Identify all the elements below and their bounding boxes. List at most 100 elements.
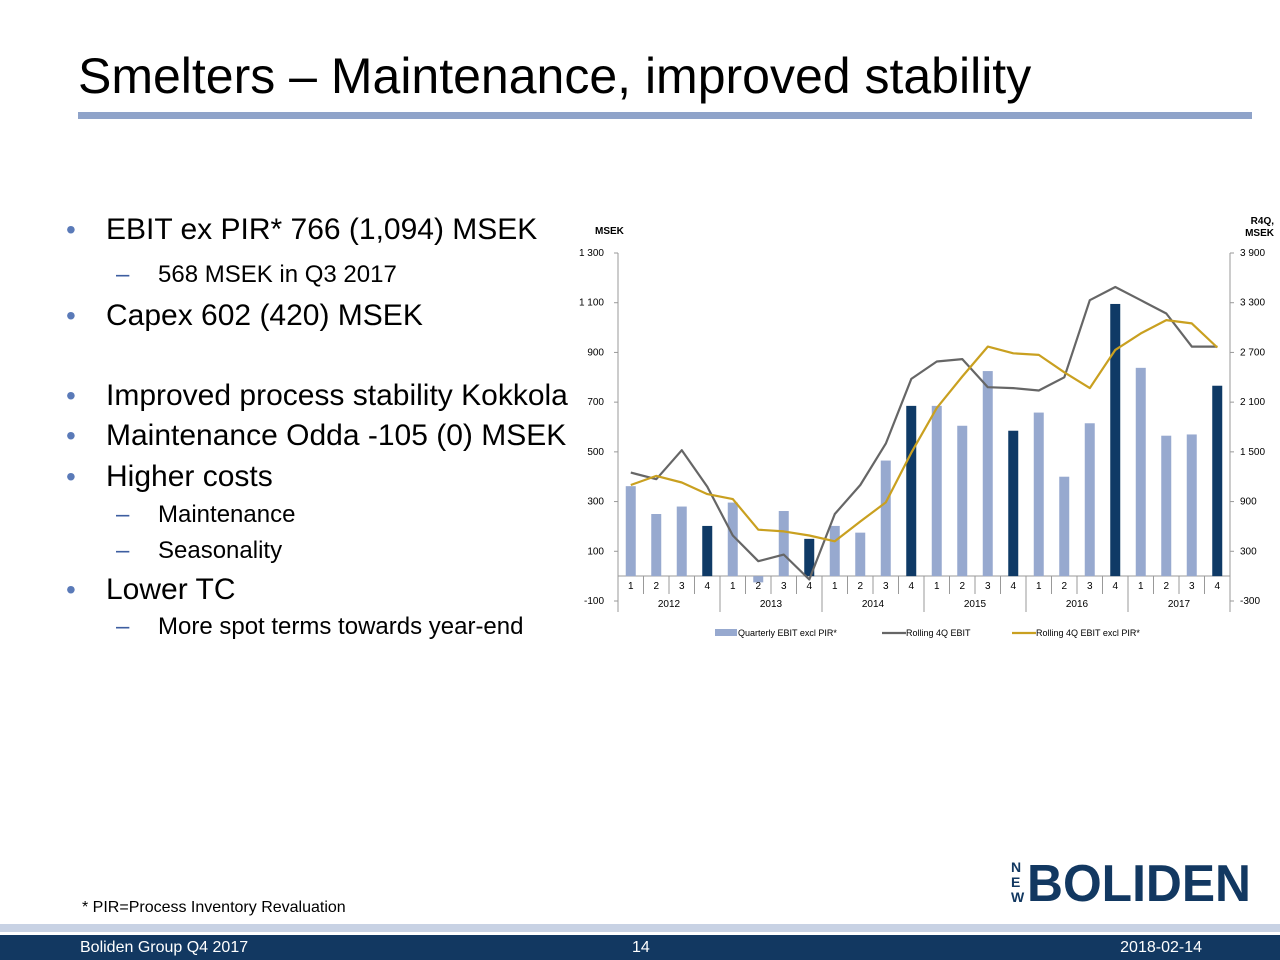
legend-label: Quarterly EBIT excl PIR* bbox=[738, 628, 837, 638]
bullet-icon: • bbox=[66, 420, 76, 451]
right-tick-label: -300 bbox=[1240, 596, 1260, 607]
ebit-bar bbox=[880, 460, 891, 577]
ebit-bar bbox=[651, 514, 662, 577]
left-tick-label: 1 100 bbox=[579, 298, 604, 309]
legend-label: Rolling 4Q EBIT bbox=[906, 628, 971, 638]
ebit-bar bbox=[957, 425, 968, 577]
logo-letter: E bbox=[1011, 874, 1020, 890]
quarter-label: 4 bbox=[1010, 581, 1016, 592]
quarter-label: 2 bbox=[1163, 581, 1169, 592]
quarter-label: 4 bbox=[1112, 581, 1118, 592]
left-tick-label: -100 bbox=[584, 596, 604, 607]
footer-company: Boliden Group Q4 2017 bbox=[80, 939, 249, 956]
ebit-bar bbox=[702, 525, 713, 577]
quarter-label: 1 bbox=[934, 581, 940, 592]
footer-date: 2018-02-14 bbox=[1120, 939, 1202, 956]
logo-letter: N bbox=[1011, 859, 1021, 875]
year-label: 2016 bbox=[1066, 599, 1089, 610]
logo-word: BOLIDEN bbox=[1027, 858, 1251, 904]
left-tick-label: 1 300 bbox=[579, 248, 604, 259]
ebit-bar bbox=[1161, 435, 1172, 577]
ebit-bar bbox=[1008, 430, 1019, 577]
ebit-bar bbox=[829, 525, 840, 577]
dash-icon: – bbox=[116, 501, 130, 528]
right-tick-label: 900 bbox=[1240, 497, 1257, 508]
year-label: 2015 bbox=[964, 599, 987, 610]
bullet-icon: • bbox=[66, 461, 76, 492]
ebit-bar bbox=[1110, 303, 1121, 577]
bullet-icon: • bbox=[66, 214, 76, 245]
legend-swatch-bar bbox=[715, 629, 737, 636]
ebit-bar bbox=[804, 538, 815, 577]
bullet-icon: • bbox=[66, 574, 76, 605]
ebit-bar bbox=[982, 371, 993, 577]
quarter-label: 1 bbox=[1036, 581, 1042, 592]
ebit-bar bbox=[1059, 476, 1070, 577]
left-tick-label: 300 bbox=[587, 497, 604, 508]
ebit-bar bbox=[1212, 385, 1223, 577]
bullet-icon: • bbox=[66, 380, 76, 411]
year-label: 2013 bbox=[760, 599, 783, 610]
ebit-bar bbox=[1186, 434, 1197, 577]
dash-icon: – bbox=[116, 613, 130, 640]
footer-rule bbox=[0, 924, 1280, 932]
ebit-bar bbox=[778, 511, 789, 577]
quarter-label: 2 bbox=[653, 581, 659, 592]
quarter-label: 3 bbox=[883, 581, 889, 592]
ebit-bar bbox=[1084, 423, 1095, 577]
quarter-label: 4 bbox=[704, 581, 710, 592]
year-label: 2014 bbox=[862, 599, 885, 610]
ebit-bar bbox=[1033, 412, 1044, 577]
quarter-label: 2 bbox=[959, 581, 965, 592]
right-tick-label: 3 900 bbox=[1240, 248, 1265, 259]
right-tick-label: 1 500 bbox=[1240, 447, 1265, 458]
quarter-label: 2 bbox=[857, 581, 863, 592]
right-tick-label: 300 bbox=[1240, 546, 1257, 557]
ebit-bar bbox=[727, 502, 738, 577]
right-axis-title: MSEK bbox=[1245, 228, 1275, 239]
right-axis-title: R4Q, bbox=[1251, 216, 1275, 227]
logo-letter: W bbox=[1011, 889, 1025, 904]
quarter-label: 4 bbox=[806, 581, 812, 592]
ebit-bar bbox=[906, 405, 917, 577]
ebit-bar bbox=[753, 576, 764, 583]
right-tick-label: 2 700 bbox=[1240, 347, 1265, 358]
quarter-label: 4 bbox=[1214, 581, 1220, 592]
left-axis-title: MSEK bbox=[595, 226, 625, 237]
year-label: 2017 bbox=[1168, 599, 1191, 610]
rolling-4q-ebit-excl-pir-line bbox=[630, 318, 1219, 543]
right-tick-label: 3 300 bbox=[1240, 298, 1265, 309]
quarter-label: 2 bbox=[755, 581, 761, 592]
ebit-bar bbox=[625, 486, 636, 577]
ebit-bar bbox=[855, 532, 866, 577]
year-label: 2012 bbox=[658, 599, 681, 610]
quarter-label: 3 bbox=[1087, 581, 1093, 592]
page-number: 14 bbox=[632, 939, 650, 956]
quarter-label: 1 bbox=[628, 581, 634, 592]
quarter-label: 1 bbox=[730, 581, 736, 592]
left-tick-label: 700 bbox=[587, 397, 604, 408]
ebit-bar bbox=[676, 506, 687, 577]
quarter-label: 3 bbox=[679, 581, 685, 592]
dash-icon: – bbox=[116, 261, 130, 288]
quarter-label: 3 bbox=[781, 581, 787, 592]
right-tick-label: 2 100 bbox=[1240, 397, 1265, 408]
bullet-icon: • bbox=[66, 300, 76, 331]
left-tick-label: 100 bbox=[587, 546, 604, 557]
page-title: Smelters – Maintenance, improved stabili… bbox=[78, 48, 1032, 104]
quarter-label: 1 bbox=[832, 581, 838, 592]
rolling-4q-ebit-line bbox=[630, 285, 1218, 581]
left-tick-label: 900 bbox=[587, 347, 604, 358]
footer-bar: Boliden Group Q4 2017 14 2018-02-14 bbox=[0, 935, 1280, 960]
quarter-label: 2 bbox=[1061, 581, 1067, 592]
quarter-label: 3 bbox=[1189, 581, 1195, 592]
dash-icon: – bbox=[116, 537, 130, 564]
quarter-label: 4 bbox=[908, 581, 914, 592]
legend-label: Rolling 4Q EBIT excl PIR* bbox=[1036, 628, 1140, 638]
quarter-label: 3 bbox=[985, 581, 991, 592]
footnote: * PIR=Process Inventory Revaluation bbox=[82, 899, 346, 916]
quarter-label: 1 bbox=[1138, 581, 1144, 592]
title-underline bbox=[78, 112, 1252, 119]
left-tick-label: 500 bbox=[587, 447, 604, 458]
